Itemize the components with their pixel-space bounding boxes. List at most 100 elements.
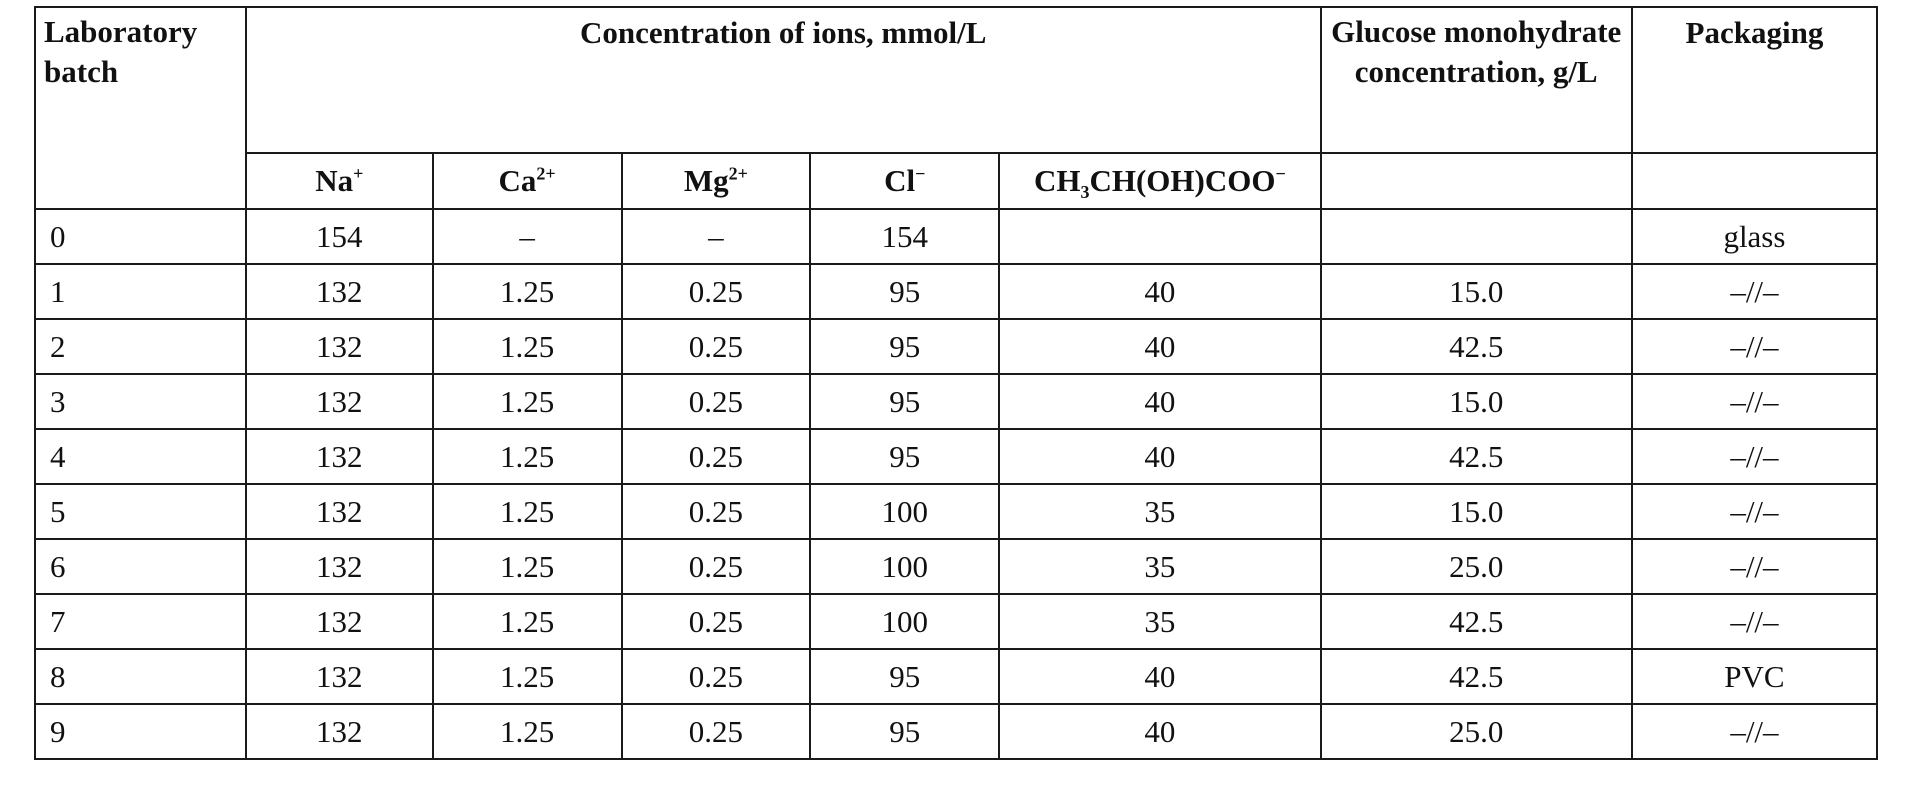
cell-glucose: 42.5 — [1319, 648, 1633, 705]
cell-glucose: 42.5 — [1319, 428, 1633, 485]
cell-glucose: 15.0 — [1319, 263, 1633, 320]
cell-mg: 0.25 — [620, 373, 812, 430]
header-ion-ca: Ca2+ — [431, 152, 623, 210]
table-row: 3 132 1.25 0.25 95 40 15.0 –//– — [34, 373, 1879, 430]
cell-na: 132 — [244, 593, 434, 650]
cell-mg: 0.25 — [620, 648, 812, 705]
cell-ca: – — [431, 208, 623, 265]
cell-mg: 0.25 — [620, 703, 812, 760]
cell-lactate — [998, 208, 1322, 265]
header-laboratory-batch: Laboratory batch — [34, 6, 247, 210]
cell-na: 132 — [244, 428, 434, 485]
cell-cl: 154 — [809, 208, 1001, 265]
cell-cl: 95 — [809, 428, 1001, 485]
ion-lactate-suffix: CH(OH)COO — [1089, 163, 1276, 198]
cell-mg: 0.25 — [620, 483, 812, 540]
cell-ca: 1.25 — [431, 373, 623, 430]
cell-glucose: 15.0 — [1319, 373, 1633, 430]
cell-packaging: –//– — [1630, 373, 1879, 430]
cell-cl: 100 — [809, 538, 1001, 595]
header-glucose-blank — [1319, 152, 1633, 210]
cell-na: 132 — [244, 483, 434, 540]
ion-ca-symbol: Ca — [498, 163, 537, 198]
cell-batch: 5 — [34, 483, 247, 540]
cell-ca: 1.25 — [431, 263, 623, 320]
ion-lactate-charge: − — [1275, 163, 1286, 184]
header-row-main: Laboratory batch Concentration of ions, … — [34, 6, 1879, 210]
cell-ca: 1.25 — [431, 318, 623, 375]
cell-packaging: –//– — [1630, 483, 1879, 540]
cell-lactate: 40 — [998, 428, 1322, 485]
cell-mg: 0.25 — [620, 593, 812, 650]
cell-packaging: –//– — [1630, 263, 1879, 320]
table-row: 2 132 1.25 0.25 95 40 42.5 –//– — [34, 318, 1879, 375]
ion-cl-symbol: Cl — [884, 163, 916, 198]
table-row: 4 132 1.25 0.25 95 40 42.5 –//– — [34, 428, 1879, 485]
ion-na-charge: + — [353, 163, 364, 184]
cell-glucose — [1319, 208, 1633, 265]
cell-ca: 1.25 — [431, 538, 623, 595]
cell-ca: 1.25 — [431, 703, 623, 760]
table-row: 5 132 1.25 0.25 100 35 15.0 –//– — [34, 483, 1879, 540]
header-ion-lactate: CH3CH(OH)COO− — [998, 152, 1322, 210]
table-row: 6 132 1.25 0.25 100 35 25.0 –//– — [34, 538, 1879, 595]
cell-lactate: 35 — [998, 538, 1322, 595]
table-row: 1 132 1.25 0.25 95 40 15.0 –//– — [34, 263, 1879, 320]
cell-cl: 95 — [809, 318, 1001, 375]
cell-packaging: –//– — [1630, 593, 1879, 650]
cell-na: 154 — [244, 208, 434, 265]
cell-ca: 1.25 — [431, 648, 623, 705]
cell-cl: 95 — [809, 263, 1001, 320]
cell-lactate: 40 — [998, 373, 1322, 430]
ion-lactate-subscript: 3 — [1080, 182, 1090, 203]
cell-cl: 95 — [809, 648, 1001, 705]
header-ion-na: Na+ — [244, 152, 434, 210]
cell-packaging: –//– — [1630, 428, 1879, 485]
cell-na: 132 — [244, 703, 434, 760]
cell-cl: 100 — [809, 593, 1001, 650]
cell-lactate: 40 — [998, 263, 1322, 320]
cell-na: 132 — [244, 318, 434, 375]
ion-na-symbol: Na — [315, 163, 354, 198]
table-row: 9 132 1.25 0.25 95 40 25.0 –//– — [34, 703, 1879, 760]
cell-packaging: –//– — [1630, 318, 1879, 375]
cell-batch: 8 — [34, 648, 247, 705]
cell-na: 132 — [244, 648, 434, 705]
cell-batch: 9 — [34, 703, 247, 760]
cell-na: 132 — [244, 373, 434, 430]
composition-table-container: Laboratory batch Concentration of ions, … — [34, 6, 1879, 760]
ion-mg-charge: 2+ — [728, 163, 748, 184]
cell-mg: 0.25 — [620, 538, 812, 595]
cell-na: 132 — [244, 538, 434, 595]
cell-batch: 7 — [34, 593, 247, 650]
cell-ca: 1.25 — [431, 593, 623, 650]
header-ion-concentration: Concentration of ions, mmol/L — [244, 6, 1322, 154]
cell-packaging: PVC — [1630, 648, 1879, 705]
cell-mg: 0.25 — [620, 263, 812, 320]
cell-ca: 1.25 — [431, 483, 623, 540]
table-row: 8 132 1.25 0.25 95 40 42.5 PVC — [34, 648, 1879, 705]
cell-batch: 4 — [34, 428, 247, 485]
cell-mg: – — [620, 208, 812, 265]
cell-packaging: –//– — [1630, 703, 1879, 760]
cell-ca: 1.25 — [431, 428, 623, 485]
header-glucose-concentration: Glucose monohydrate concentration, g/L — [1319, 6, 1633, 154]
cell-lactate: 35 — [998, 593, 1322, 650]
cell-glucose: 25.0 — [1319, 538, 1633, 595]
cell-packaging: glass — [1630, 208, 1879, 265]
cell-lactate: 35 — [998, 483, 1322, 540]
ion-ca-charge: 2+ — [536, 163, 556, 184]
cell-batch: 1 — [34, 263, 247, 320]
cell-glucose: 42.5 — [1319, 318, 1633, 375]
cell-glucose: 25.0 — [1319, 703, 1633, 760]
cell-mg: 0.25 — [620, 318, 812, 375]
ion-mg-symbol: Mg — [683, 163, 729, 198]
header-row-ions: Na+ Ca2+ Mg2+ Cl− CH3CH(OH)COO− — [35, 152, 1879, 210]
cell-na: 132 — [244, 263, 434, 320]
ion-cl-charge: − — [915, 163, 926, 184]
ion-lactate-prefix: CH — [1033, 163, 1081, 198]
cell-batch: 2 — [34, 318, 247, 375]
cell-batch: 3 — [34, 373, 247, 430]
cell-lactate: 40 — [998, 318, 1322, 375]
cell-batch: 6 — [34, 538, 247, 595]
